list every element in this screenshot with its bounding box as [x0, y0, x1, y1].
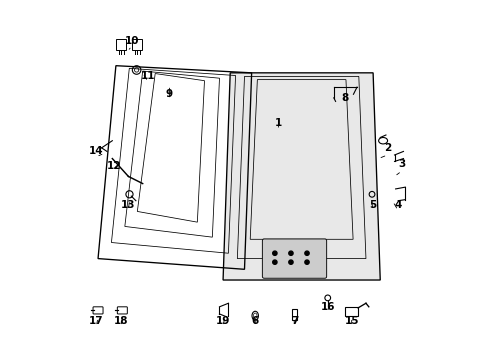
Text: 4: 4: [394, 200, 401, 210]
Text: 1: 1: [274, 118, 282, 128]
Circle shape: [304, 251, 308, 255]
Circle shape: [304, 260, 308, 264]
Circle shape: [272, 260, 276, 264]
Text: 10: 10: [124, 36, 139, 46]
Text: 9: 9: [165, 89, 173, 99]
Text: 18: 18: [114, 316, 128, 326]
Text: 15: 15: [344, 316, 358, 326]
Text: 14: 14: [89, 147, 103, 157]
Bar: [291, 309, 296, 320]
Text: 2: 2: [383, 143, 390, 153]
Polygon shape: [223, 73, 380, 280]
Text: 3: 3: [397, 159, 405, 169]
Bar: [116, 39, 126, 50]
Circle shape: [288, 251, 292, 255]
FancyBboxPatch shape: [262, 239, 326, 278]
Text: 13: 13: [121, 200, 135, 210]
Text: 7: 7: [290, 316, 298, 326]
Text: 12: 12: [107, 161, 121, 171]
Text: 5: 5: [369, 200, 376, 210]
Text: 17: 17: [89, 316, 103, 326]
Bar: [132, 39, 142, 50]
Text: 19: 19: [215, 316, 230, 326]
Text: 11: 11: [141, 71, 155, 81]
Circle shape: [272, 251, 276, 255]
Text: 6: 6: [251, 316, 258, 326]
Text: 16: 16: [321, 302, 335, 312]
Circle shape: [288, 260, 292, 264]
Text: 8: 8: [340, 93, 347, 103]
Bar: [345, 307, 357, 316]
